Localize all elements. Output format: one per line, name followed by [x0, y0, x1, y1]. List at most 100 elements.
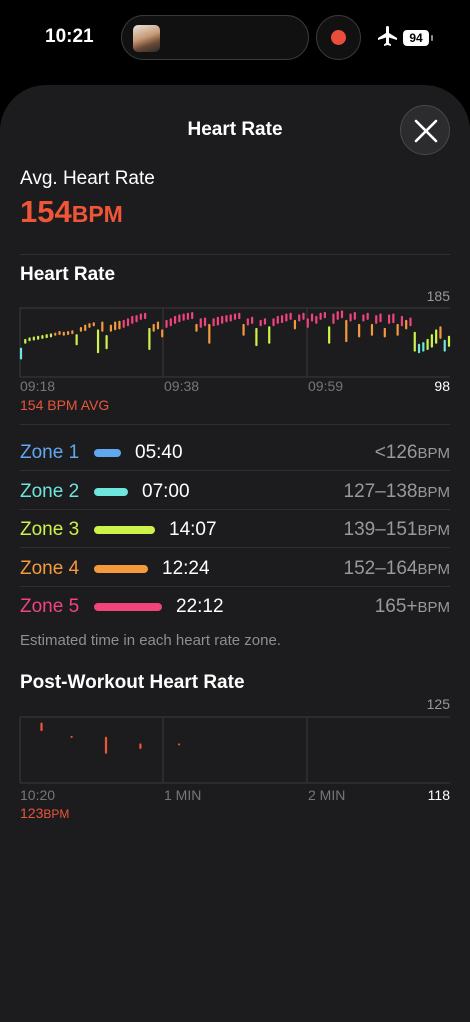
heart-rate-bar — [37, 335, 40, 340]
heart-rate-bar — [118, 320, 121, 330]
heart-rate-bar — [405, 319, 408, 330]
heart-rate-bar — [161, 329, 164, 338]
heart-rate-bar — [336, 311, 339, 320]
heart-rate-bar — [109, 324, 112, 332]
battery-indicator: 94 — [403, 30, 429, 46]
zone-range-value: 165+ — [374, 596, 418, 617]
zone-time: 07:00 — [142, 480, 190, 502]
post-workout-bar — [70, 735, 73, 738]
heart-rate-bar — [114, 321, 117, 331]
zone-range-value: 152–164 — [343, 557, 418, 579]
zone-divider — [20, 470, 450, 471]
zone-range-value: 127–138 — [343, 480, 418, 502]
heart-rate-bar — [191, 311, 194, 320]
heart-rate-bar — [285, 313, 288, 322]
heart-rate-bar — [263, 318, 267, 325]
heart-rate-bar — [216, 316, 219, 326]
heart-rate-bar — [173, 315, 177, 324]
battery-tip — [431, 35, 433, 41]
heart-rate-bar — [345, 319, 348, 343]
zone-range: 127–138BPM — [344, 481, 450, 503]
heart-rate-bar — [186, 312, 190, 320]
zone-divider — [20, 585, 450, 587]
dynamic-island[interactable] — [121, 15, 309, 60]
zone-row[interactable]: Zone 4 12:24 152–164BPM — [20, 549, 450, 587]
zone-row[interactable]: Zone 3 14:07 139–151BPM — [20, 510, 450, 548]
heart-rate-bar — [251, 316, 254, 324]
zone-row[interactable]: Zone 2 07:00 127–138BPM — [20, 472, 450, 510]
heart-rate-bar — [246, 318, 249, 326]
heart-rate-bar — [54, 332, 57, 336]
divider — [20, 254, 450, 255]
heart-rate-bar — [400, 315, 404, 327]
heart-rate-bar — [358, 323, 361, 338]
hr-x-tick-2: 09:38 — [164, 378, 200, 394]
heart-rate-bar — [272, 318, 275, 327]
media-thumbnail[interactable] — [133, 25, 160, 52]
heart-rate-bar — [165, 319, 168, 328]
avg-heart-rate-label: Avg. Heart Rate — [20, 168, 155, 189]
heart-rate-bar — [328, 326, 331, 344]
zone-range-value: 139–151 — [343, 519, 418, 540]
zone-time: 12:24 — [162, 557, 210, 579]
heart-rate-bar — [45, 334, 48, 339]
zone-range: 165+BPM — [375, 596, 450, 618]
close-icon — [414, 119, 438, 143]
close-button[interactable] — [400, 105, 450, 155]
zone-duration-bar — [94, 564, 148, 573]
heart-rate-bar — [238, 312, 241, 320]
heart-rate-bar — [435, 329, 438, 344]
avg-heart-rate-value: 154BPM — [20, 194, 123, 230]
heart-rate-bar — [24, 338, 27, 344]
heart-rate-bar — [276, 315, 279, 324]
heart-rate-bar — [375, 315, 378, 324]
heart-rate-bar — [49, 333, 53, 338]
heart-rate-bar — [426, 338, 429, 351]
heart-rate-bar — [105, 334, 108, 350]
zone-range: 139–151BPM — [344, 519, 450, 541]
heart-rate-bar — [319, 312, 322, 320]
recording-indicator[interactable] — [316, 15, 361, 60]
post-workout-caption-unit: BPM — [43, 807, 70, 821]
heart-rate-bar — [62, 331, 65, 336]
heart-rate-bar — [221, 315, 224, 324]
heart-rate-max-label: 185 — [426, 288, 450, 304]
zones-note: Estimated time in each heart rate zone. — [20, 632, 281, 649]
hr-x-tick-1: 09:18 — [20, 378, 56, 394]
zone-time: 22:12 — [176, 596, 224, 617]
heart-rate-bar — [144, 312, 147, 320]
post-workout-max-label: 125 — [426, 696, 450, 712]
post-workout-bar — [139, 743, 142, 750]
heart-rate-bar — [242, 323, 245, 336]
heart-rate-bar — [233, 313, 237, 320]
heart-rate-bar — [152, 323, 155, 332]
heart-rate-bar — [306, 318, 309, 328]
post-workout-chart[interactable] — [0, 715, 470, 785]
heart-rate-bar — [208, 323, 211, 344]
heart-rate-bar — [156, 321, 160, 330]
heart-rate-bar — [289, 312, 292, 320]
zone-range-unit: BPM — [417, 599, 450, 616]
status-time: 10:21 — [45, 26, 94, 47]
record-dot-icon — [331, 30, 346, 45]
heart-rate-sheet: Heart Rate Avg. Heart Rate 154BPM Heart … — [0, 85, 470, 1022]
avg-heart-rate-unit: BPM — [71, 201, 123, 227]
heart-rate-bar — [32, 336, 35, 341]
zone-row[interactable]: Zone 5 22:12 165+BPM — [20, 587, 450, 625]
heart-rate-min-label: 98 — [434, 378, 450, 394]
heart-rate-bar — [66, 331, 70, 335]
post-workout-caption-value: 123 — [20, 805, 44, 821]
post-workout-caption: 123BPM — [20, 805, 69, 821]
zone-label: Zone 5 — [20, 596, 80, 617]
zone-divider — [20, 508, 450, 510]
zone-range-value: <126 — [374, 442, 418, 463]
hr-x-tick-3: 09:59 — [308, 378, 344, 394]
heart-rate-bar — [182, 313, 185, 321]
heart-rate-bar — [379, 313, 382, 323]
heart-rate-bar — [443, 339, 446, 352]
heart-rate-bar — [139, 313, 142, 320]
heart-rate-chart[interactable] — [0, 300, 470, 380]
avg-heart-rate-number: 154 — [20, 194, 72, 229]
zone-row[interactable]: Zone 1 05:40 <126BPM — [20, 433, 450, 471]
heart-rate-bar — [413, 331, 416, 352]
